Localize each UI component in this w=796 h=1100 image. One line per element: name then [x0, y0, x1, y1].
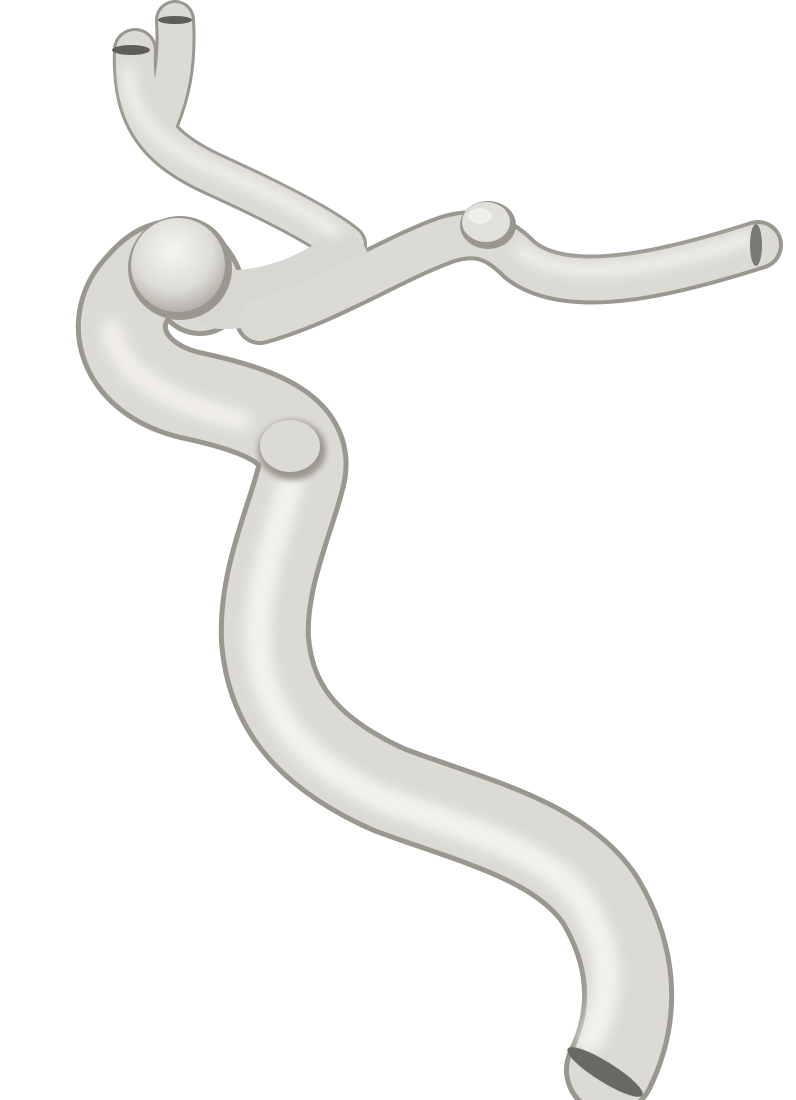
right-branch-highlight [514, 232, 756, 277]
vessel-body-layer [80, 3, 779, 1100]
upper-left-branch-2 [143, 3, 193, 137]
upper-branch-highlight [122, 64, 341, 238]
main-trunk [80, 224, 670, 1100]
bend-highlight [101, 319, 251, 431]
aneurysm [128, 216, 232, 320]
junction-knot [460, 201, 516, 249]
end-cap-bottom [567, 1047, 643, 1097]
main-trunk-highlight [244, 472, 620, 1053]
bulge [258, 420, 326, 480]
end-cap-top-left [112, 45, 150, 55]
vessel-end-caps [112, 16, 762, 1097]
end-cap-top [158, 16, 192, 24]
aneurysm-dome [131, 218, 225, 312]
end-cap-right [750, 224, 762, 266]
vessel-highlight-layer [101, 64, 756, 1053]
